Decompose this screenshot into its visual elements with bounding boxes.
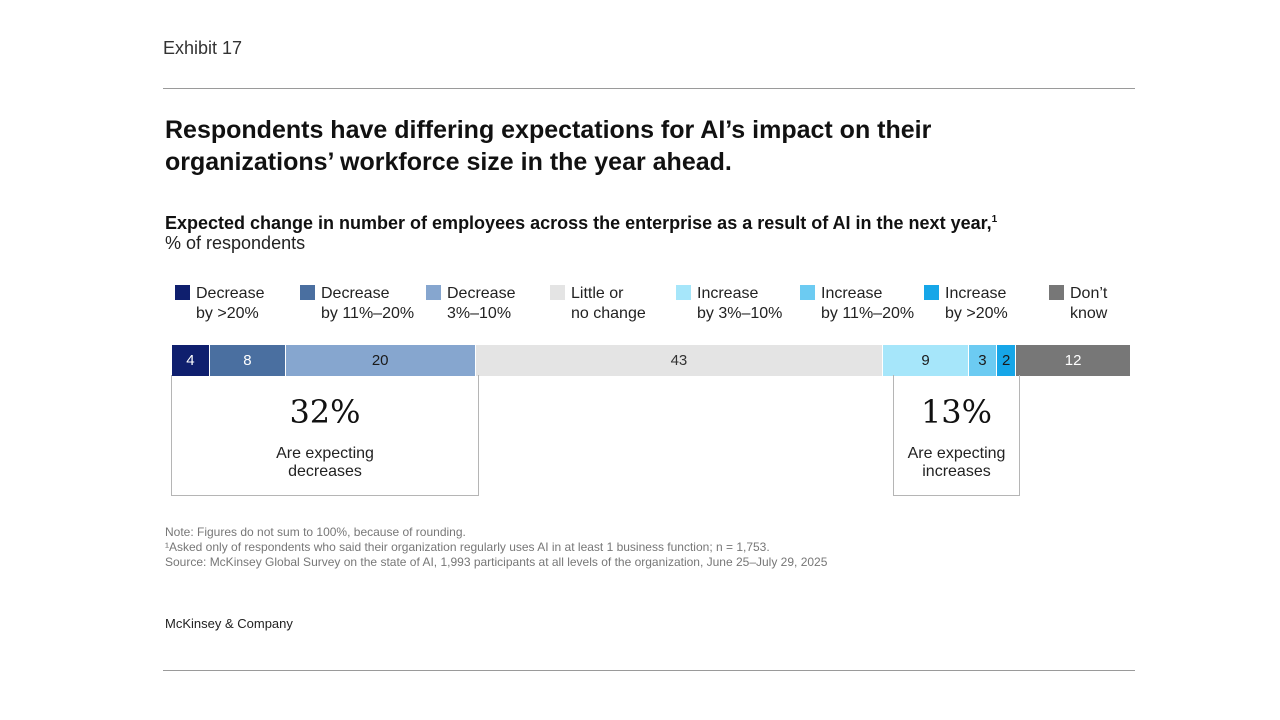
- bar-segment-5: 9: [883, 345, 969, 376]
- chart-subtitle: Expected change in number of employees a…: [165, 208, 997, 235]
- bar-value-label: 43: [670, 352, 688, 369]
- legend-label: Little or no change: [571, 285, 646, 322]
- legend-swatch: [676, 285, 691, 300]
- legend-swatch: [426, 285, 441, 300]
- legend-label: Increase by 11%–20%: [821, 285, 915, 322]
- footnote-text: ¹Asked only of respondents who said thei…: [165, 540, 770, 554]
- source-text: Source: McKinsey Global Survey on the st…: [165, 555, 828, 569]
- bar-segment-6: 3: [968, 345, 998, 376]
- legend-swatch: [550, 285, 565, 300]
- bar-segment-2: 8: [209, 345, 286, 376]
- increase-label: Are expecting increases: [907, 445, 1006, 480]
- legend-label: Decrease 3%–10%: [447, 285, 516, 322]
- bar-segment-4: 43: [475, 345, 884, 376]
- increase-total: 13%: [920, 393, 993, 431]
- bar-value-label: 9: [921, 352, 930, 369]
- bottom-divider: [163, 670, 1135, 671]
- bar-value-label: 4: [186, 352, 195, 369]
- decrease-label: Are expecting decreases: [276, 445, 374, 480]
- chart-title: Respondents have differing expectations …: [165, 116, 932, 176]
- bar-segment-8: 12: [1016, 345, 1130, 376]
- legend-label: Increase by >20%: [945, 285, 1008, 322]
- bar-value-label: 20: [371, 352, 389, 369]
- exhibit-label: Exhibit 17: [163, 38, 243, 58]
- stacked-bar: 4 8 20 43 9 3 2 12: [172, 345, 1130, 376]
- bar-segment-3: 20: [285, 345, 476, 376]
- legend-swatch: [300, 285, 315, 300]
- legend-swatch: [800, 285, 815, 300]
- brand-name: McKinsey & Company: [165, 616, 293, 631]
- legend-swatch: [924, 285, 939, 300]
- decrease-total: 32%: [289, 393, 361, 431]
- unit-label: % of respondents: [165, 233, 306, 253]
- increase-callout: 13% Are expecting increases: [893, 375, 1020, 496]
- notes: Note: Figures do not sum to 100%, becaus…: [165, 525, 827, 570]
- subtitle-text: Expected change in number of employees a…: [165, 213, 992, 233]
- note-text: Note: Figures do not sum to 100%, becaus…: [165, 525, 466, 539]
- subtitle-footnote-mark: 1: [991, 214, 998, 225]
- bar-value-label: 3: [978, 352, 987, 369]
- bar-value-label: 12: [1064, 352, 1082, 369]
- legend-label: Decrease by 11%–20%: [321, 285, 415, 322]
- decrease-callout: 32% Are expecting decreases: [171, 375, 479, 496]
- bar-value-label: 8: [243, 352, 252, 369]
- legend-label: Don’t know: [1070, 285, 1108, 322]
- legend-label: Decrease by >20%: [196, 285, 265, 322]
- legend-label: Increase by 3%–10%: [697, 285, 783, 322]
- bar-value-label: 2: [1002, 352, 1011, 369]
- bar-segment-7: 2: [997, 345, 1017, 376]
- top-divider: [163, 88, 1135, 89]
- legend-swatch: [1049, 285, 1064, 300]
- bar-segment-1: 4: [172, 345, 210, 376]
- legend-swatch: [175, 285, 190, 300]
